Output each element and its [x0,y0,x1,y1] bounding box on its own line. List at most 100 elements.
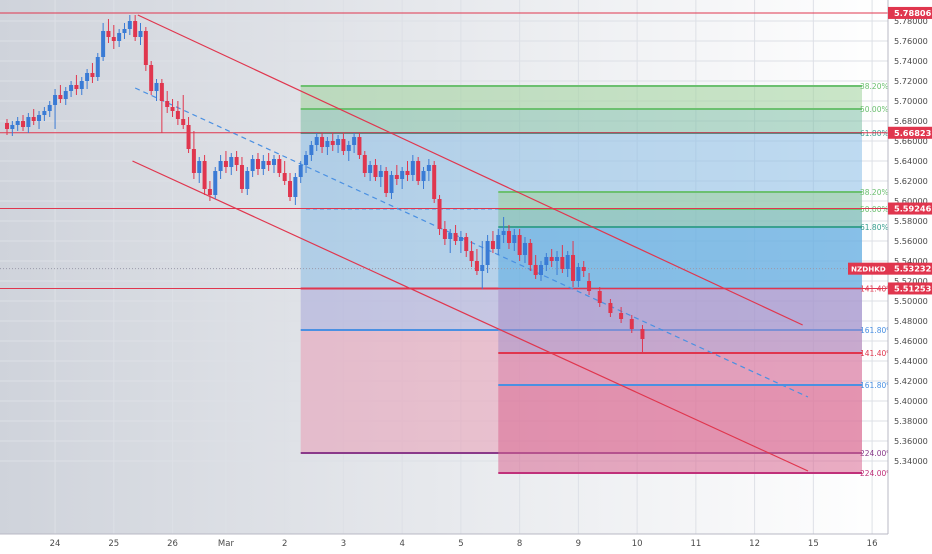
candle-body [528,243,533,265]
candle-body [373,165,378,177]
fib-box-1-level-label: 61.80% [860,129,889,138]
projection-candle [597,291,602,303]
price-tick-label: 5.78000 [894,16,928,26]
candle-body [405,171,410,175]
price-tick-label: 5.36000 [894,436,928,446]
fib-box-2-zone [498,353,862,385]
time-tick-label: 26 [167,539,178,549]
price-axis: 5.34000 5.36000 5.38000 5.40000 5.42000 5.440… [848,0,932,550]
time-tick-label: 4 [399,539,404,549]
candle-body [223,161,228,167]
candle-body [186,125,191,149]
candle-body [539,265,543,275]
candle-body [175,111,180,119]
price-tick-label: 5.40000 [894,396,928,406]
time-axis: 24 25 26 Mar 2 3 4 5 8 9 10 11 12 15 16 [0,533,888,550]
candle-body [490,241,495,249]
price-tick-label: 5.60000 [894,196,928,206]
price-tick-label: 5.44000 [894,356,928,366]
candle-body [389,175,394,193]
candle-body [517,235,522,255]
candle-body [501,231,506,235]
candle-body [421,171,426,181]
fib-box-2-zone [498,288,862,353]
candle-body [170,107,175,111]
time-axis-background [0,534,888,550]
fib-box-1-level-label: 50.00% [860,105,889,114]
candle-body [74,85,79,89]
candle-body [90,73,95,77]
symbol-text: NZDHKD [851,265,886,274]
fib-box-2-level-label: 141.40% [860,349,893,358]
levels-layer [0,12,888,289]
symbol-tag [848,262,888,275]
candle-body [159,83,164,101]
candle-body [362,155,367,173]
price-tick-label: 5.50000 [894,296,928,306]
price-tick-label: 5.48000 [894,316,928,326]
candle-body [133,21,138,37]
candle-body [288,181,293,197]
price-tick-label: 5.46000 [894,336,928,346]
time-tick-label: 25 [108,539,119,549]
candle-body [453,233,458,241]
fib-box-1-level-label: 224.00% [860,449,893,458]
price-tick-label: 5.66000 [894,136,928,146]
price-tick-label: 5.42000 [894,376,928,386]
candle-body [458,237,463,241]
candle-body [320,137,325,147]
time-tick-label: 9 [576,539,581,549]
candle-body [581,267,586,271]
candle-body [197,161,202,173]
candle-body [250,159,255,171]
level-price-tag [888,282,932,295]
candle-body [474,261,479,271]
candle-body [58,95,63,99]
candle-body [277,159,282,173]
candle-body [432,165,437,199]
fib-box-2-level-label: 161.80% [860,381,893,390]
candle-body [448,233,453,239]
candle-body [69,85,74,91]
candle-body [336,139,341,145]
candle-body [213,171,218,195]
fib-box-1-zone [300,86,862,109]
candle-body [298,165,303,177]
fib-box-2-level-label: 224.00% [860,469,893,478]
candle-body [437,199,442,229]
candle-body [384,171,389,193]
candle-body [346,145,351,151]
candle-body [21,121,26,127]
channel-lower-line [132,160,809,472]
candle-body [282,173,287,181]
candle-body [31,117,36,121]
level-price-text: 5.66823 [894,128,932,138]
time-tick-label: 11 [690,539,701,549]
candle-body [85,73,90,81]
candle-body [37,115,42,121]
candle-body [480,265,485,271]
fib-box-2-level-label: 50.00% [860,205,889,214]
time-tick-label: 24 [50,539,61,549]
level-price-text: 5.78806 [894,8,932,18]
projection-candle [629,319,634,329]
candle-body [293,177,298,197]
candle-body [5,123,9,129]
candle-body [79,81,84,89]
candle-body [357,137,362,155]
price-tick-label: 5.70000 [894,96,928,106]
price-axis-background [888,0,932,550]
candle-body [341,139,346,151]
candle-body [394,175,399,179]
fib-box-1-level-label: 161.80% [860,326,893,335]
candle-body [165,101,170,107]
candle-body [576,267,581,281]
time-tick-label: 10 [632,539,643,549]
fib-box-2-zone [498,192,862,209]
fib-box-1-level-label: 38.20% [860,82,889,91]
time-tick-label: 2 [282,539,287,549]
price-tick-label: 5.62000 [894,176,928,186]
price-tick-label: 5.74000 [894,56,928,66]
